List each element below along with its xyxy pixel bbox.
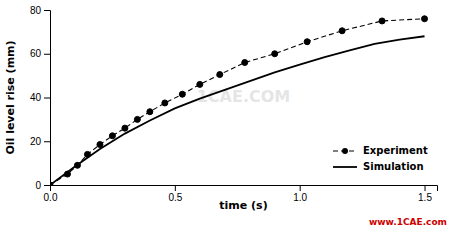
tick: 20 [30, 136, 50, 147]
tick-label: 1.5 [418, 192, 432, 203]
point [122, 125, 128, 131]
annotation: www.1CAE.com [369, 217, 447, 227]
tick: 40 [30, 92, 50, 103]
point [272, 51, 278, 57]
tick: 60 [30, 48, 50, 59]
y-axis-title: Oil level rise (mm) [4, 40, 17, 154]
legend-swatch [333, 166, 357, 168]
point [242, 60, 248, 66]
tick-label: 40 [30, 92, 42, 103]
x-axis-title: time (s) [219, 199, 267, 212]
tick-mark [300, 185, 301, 191]
tick: 0.0 [44, 185, 58, 203]
tick-mark [44, 98, 50, 99]
point [147, 109, 153, 115]
tick-label: 0 [35, 180, 41, 191]
axis-line [44, 11, 51, 186]
point [179, 91, 185, 97]
legend-item: Simulation [333, 161, 424, 172]
tick-label: 0.0 [44, 192, 58, 203]
point [162, 100, 168, 106]
point [217, 72, 223, 78]
legend-label: Simulation [363, 161, 424, 172]
tick-mark [44, 54, 50, 55]
tick-label: 80 [30, 5, 42, 16]
tick-label: 60 [30, 48, 42, 59]
tick-mark [44, 10, 50, 11]
axis-line [51, 186, 438, 192]
tick-label: 20 [30, 136, 42, 147]
tick: 1.5 [418, 185, 432, 203]
point [379, 18, 385, 24]
plot-area [50, 16, 428, 185]
annotation: 1CAE.COM [197, 87, 291, 106]
y-axis: 0 20 40 60 80 [30, 5, 51, 191]
series-line [50, 19, 425, 185]
point [422, 16, 428, 22]
point [339, 28, 345, 34]
series-line [50, 36, 425, 185]
legend-label: Experiment [363, 145, 428, 156]
chart: 0.0 0.5 1.0 1.5 0 20 40 60 80 time (s) Oil level r… [0, 0, 451, 229]
tick-mark [44, 185, 50, 186]
point [109, 133, 115, 139]
tick-label: 1.0 [293, 192, 307, 203]
point [134, 116, 140, 122]
legend-marker [342, 148, 348, 154]
tick-mark [175, 185, 176, 191]
point [197, 81, 203, 87]
point [304, 39, 310, 45]
tick: 1.0 [293, 185, 307, 203]
tick-mark [425, 185, 426, 191]
tick: 0 [35, 180, 50, 191]
tick: 0.5 [168, 185, 182, 203]
tick-mark [44, 141, 50, 142]
legend: Experiment Simulation [333, 145, 428, 172]
tick: 80 [30, 5, 50, 16]
legend-item: Experiment [333, 145, 428, 156]
tick-label: 0.5 [168, 192, 182, 203]
